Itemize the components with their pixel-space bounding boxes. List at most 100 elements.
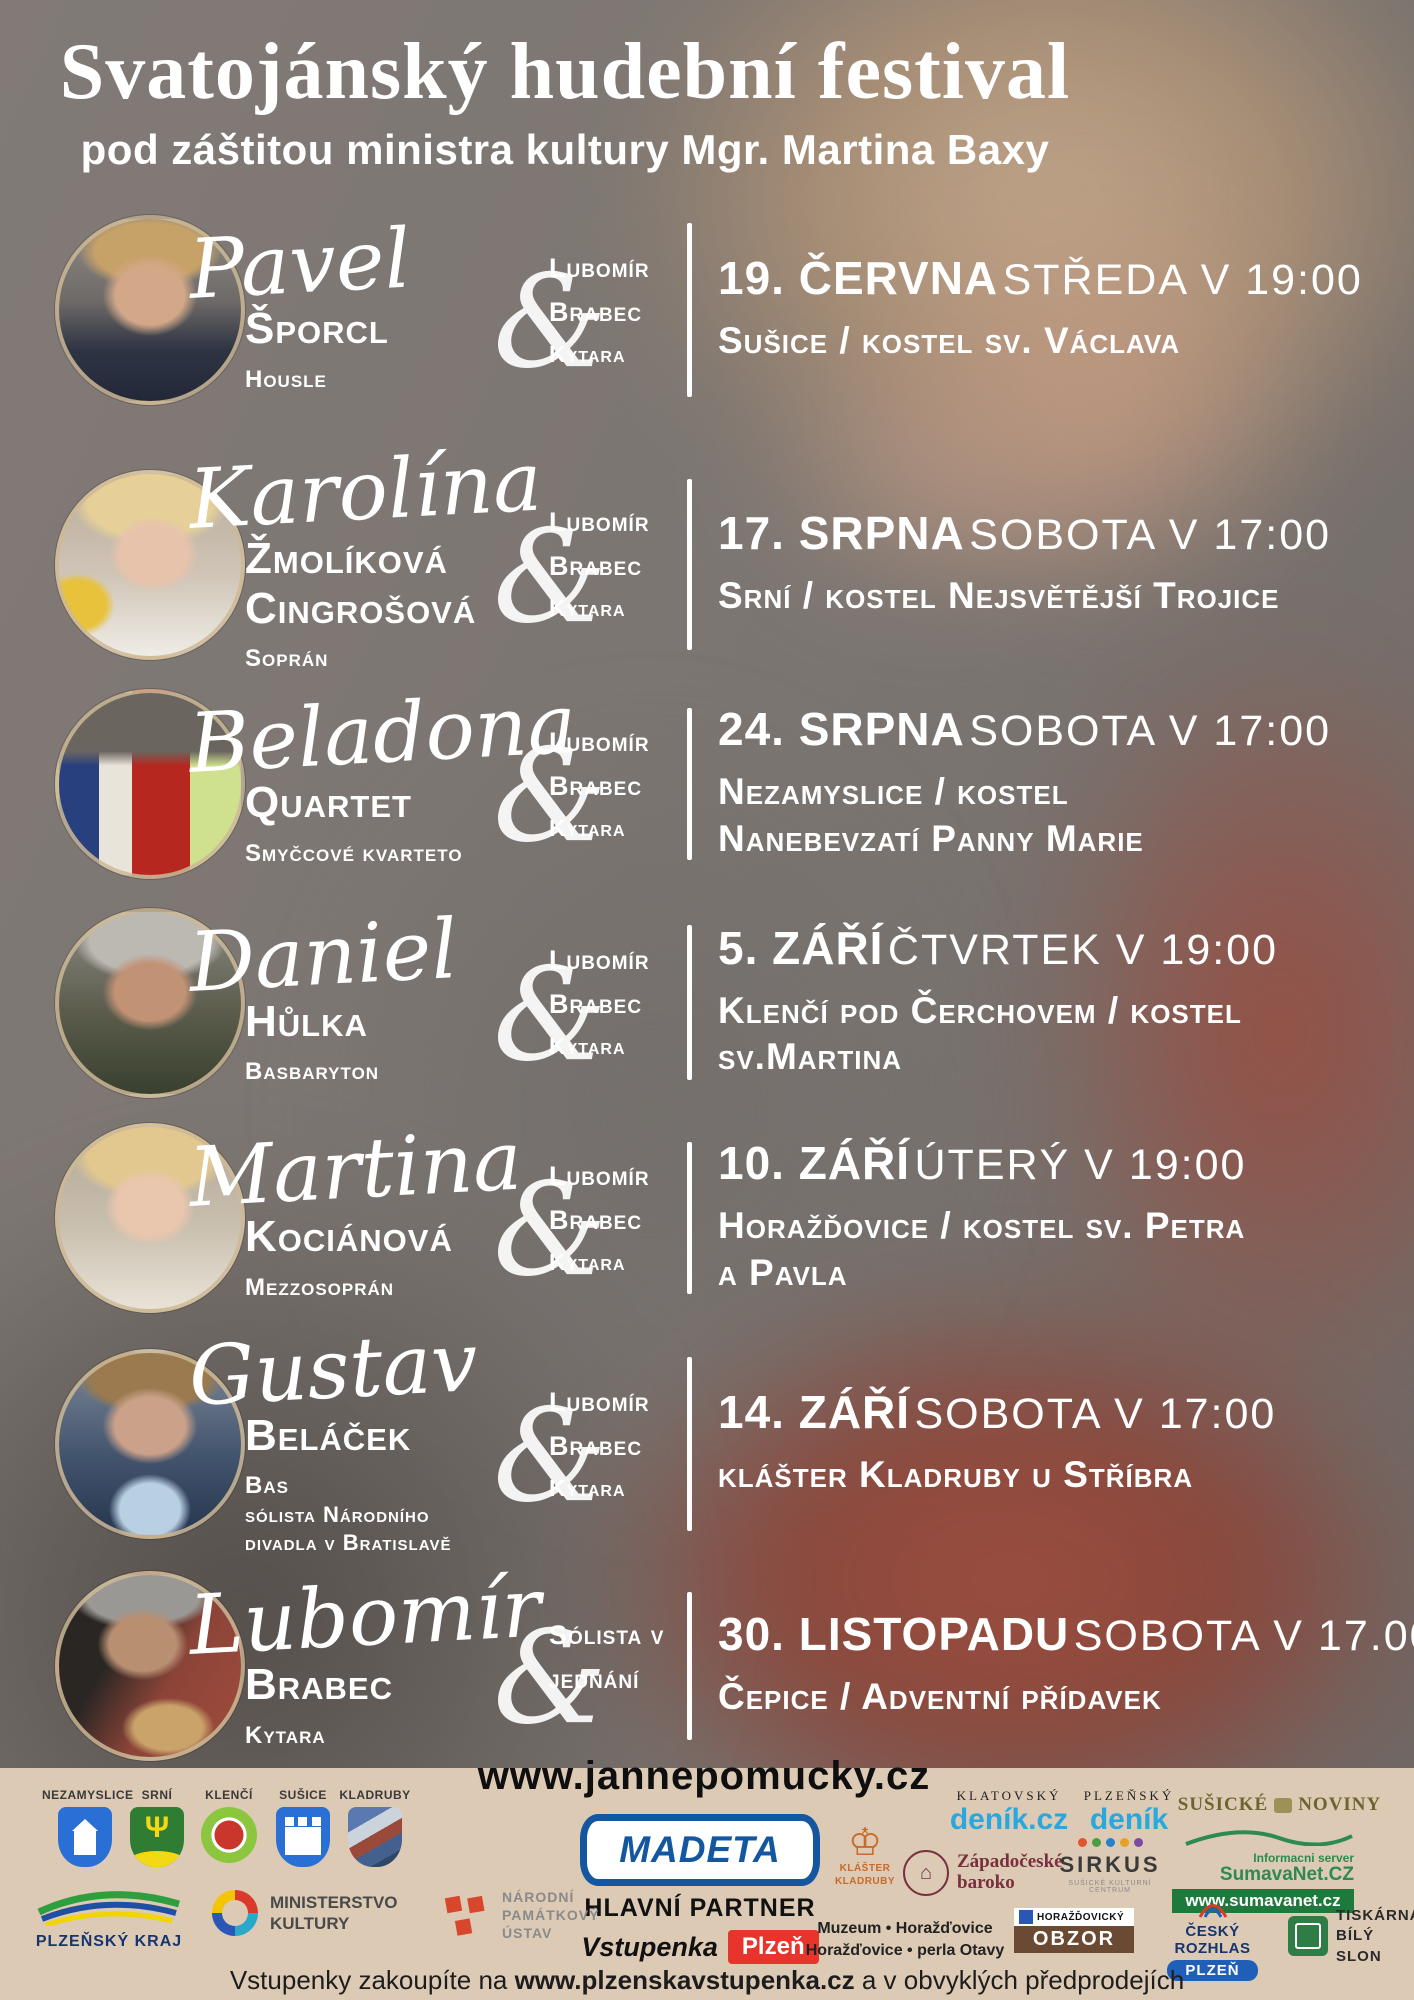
crown-icon <box>822 1824 908 1862</box>
performer-first-name: Lubomír <box>186 1560 544 1674</box>
ministerstvo-kultury-logo: MINISTERSTVO KULTURY <box>212 1890 398 1936</box>
baroque-church-icon <box>903 1850 949 1896</box>
muzeum-horazdovice-label: Muzeum • Horažďovice Horažďovice • perla… <box>800 1918 1010 1963</box>
plzensky-kraj-logo: PLZEŇSKÝ KRAJ <box>28 1886 190 1951</box>
rozhlas-name: ČESKÝ ROZHLAS <box>1174 1923 1251 1957</box>
divider <box>687 1357 692 1531</box>
accompanist-block: Lubomír Brabec Kytara <box>549 1162 687 1274</box>
performer-names: Gustav Beláček Bas sólista Národního div… <box>187 1314 493 1557</box>
accompanist-block: Lubomír Brabec Kytara <box>549 509 687 620</box>
soloist-note-line-1: Sólista v <box>549 1620 665 1650</box>
concert-date: 24. SRPNA SOBOTA V 17:00 <box>718 706 1414 753</box>
concert-venue: Srní / kostel Nejsvětější Trojice <box>718 574 1280 616</box>
accompanist-block: Lubomír Brabec Kytara <box>549 726 687 840</box>
nezamyslice-crest-icon <box>58 1807 112 1867</box>
tagline-post: a v obvyklých předprodejích <box>854 1965 1185 1995</box>
concert-info: 19. ČERVNA STŘEDA V 19:00 Sušice / koste… <box>692 255 1414 364</box>
accompanist-instrument: Kytara <box>549 340 626 367</box>
ampersand-glyph: & <box>493 502 607 652</box>
concert-venue-2: a Pavla <box>718 1251 848 1293</box>
zapadoceske-baroko-logo: Západočeské baroko <box>903 1850 1063 1896</box>
crest-klenci: KLENČÍ <box>186 1788 272 1863</box>
ministry-text: MINISTERSTVO KULTURY <box>270 1892 398 1935</box>
accompanist-surname: Brabec <box>549 1430 643 1461</box>
tiskarna-text: TISKÁRNA BÍLÝ SLON <box>1336 1906 1414 1967</box>
ampersand-glyph: & <box>493 248 607 397</box>
performer-first-name: Daniel <box>186 901 460 1011</box>
performer-first-name: Karolína <box>186 434 545 548</box>
festival-website-url[interactable]: www.jannepomucky.cz <box>477 1754 931 1798</box>
performer-surname: Žmolíková <box>245 534 448 584</box>
susice-crest-icon <box>276 1807 330 1867</box>
performer-photo <box>55 215 245 405</box>
klatovsky-denik-name: deník.cz <box>949 1803 1069 1836</box>
accompanist-surname: Brabec <box>549 551 643 581</box>
page-title: Svatojánský hudební festival <box>59 28 1071 116</box>
performer-names: Beladona Quartet Smyčcové kvarteto <box>187 677 579 869</box>
concert-date-time: SOBOTA V 17:00 <box>969 707 1332 756</box>
performer-role-detail-2: divadla v Bratislavě <box>245 1529 452 1555</box>
sponsor-footer: NEZAMYSLICE SRNÍ KLENČÍ SUŠICE KLADRUBY … <box>0 1754 1414 2000</box>
performer-photo <box>55 907 245 1098</box>
concert-date-day: 5. ZÁŘÍ <box>718 921 884 974</box>
performer-row-2: Karolína Žmolíková Cingrošová Soprán & L… <box>0 434 1414 677</box>
concert-date: 10. ZÁŘÍ ÚTERÝ V 19:00 <box>718 1140 1414 1187</box>
ministry-ring-icon <box>212 1890 258 1936</box>
concert-date-day: 14. ZÁŘÍ <box>718 1386 911 1439</box>
concert-info: 5. ZÁŘÍ ČTVRTEK V 19:00 Klenčí pod Čerch… <box>692 925 1414 1081</box>
soloist-note-line-2: jednání <box>549 1664 640 1694</box>
muzeum-line-2: Horažďovice • perla Otavy <box>805 1942 1005 1960</box>
accompanist-first-name: Lubomír <box>549 726 650 757</box>
plzensky-denik-region: PLZEŇSKÝ <box>1083 1788 1175 1803</box>
concert-venue-2: Nanebevzatí Panny Marie <box>718 817 1144 859</box>
tagline-url[interactable]: www.plzenskavstupenka.cz <box>514 1965 855 1995</box>
accompanist-surname: Brabec <box>549 989 643 1019</box>
performer-row-3: Beladona Quartet Smyčcové kvarteto & Lub… <box>0 677 1414 884</box>
crest-label: SUŠICE <box>279 1788 327 1802</box>
divider <box>687 1591 692 1741</box>
concert-venue: Čepice / Adventní přídavek <box>718 1676 1162 1718</box>
performer-row-7: Lubomír Brabec Kytara & Sólista v jednán… <box>0 1560 1414 1764</box>
main-partner-label: HLAVNÍ PARTNER <box>584 1894 816 1922</box>
klaster-text-2: KLADRUBY <box>834 1876 896 1887</box>
sirkus-logo: SIRKUS SUŠICKÉ KULTURNÍ CENTRUM <box>1058 1838 1162 1894</box>
performer-row-6: Gustav Beláček Bas sólista Národního div… <box>0 1314 1414 1558</box>
sumavanet-url[interactable]: www.sumavanet.cz <box>1172 1888 1354 1913</box>
concert-date-day: 24. SRPNA <box>718 703 965 756</box>
performer-role: Basbaryton <box>245 1058 380 1086</box>
baroko-line-1: Západočeské <box>957 1851 1063 1873</box>
klaster-text-1: KLÁŠTER <box>839 1863 891 1874</box>
divider <box>687 479 692 650</box>
performer-role: Kytara <box>245 1721 326 1749</box>
concert-date-time: SOBOTA V 17:00 <box>914 1390 1277 1439</box>
accompanist-surname: Brabec <box>549 770 643 801</box>
obzor-emblem-icon <box>1019 1910 1033 1924</box>
concert-date-time: SOBOTA V 17:00 <box>969 510 1332 559</box>
performer-role-detail: sólista Národního <box>245 1502 430 1528</box>
divider <box>687 708 692 860</box>
performer-photo <box>55 1123 245 1313</box>
accompanist-surname: Brabec <box>549 1204 643 1235</box>
ministry-line-1: MINISTERSTVO <box>270 1892 398 1912</box>
performer-role: Housle <box>245 365 327 393</box>
narodni-pamatkovy-ustav-logo: NÁRODNÍ PAMÁTKOVÝ ÚSTAV <box>442 1888 599 1943</box>
concert-date-day: 19. ČERVNA <box>718 252 999 305</box>
performer-surname: Brabec <box>245 1660 394 1710</box>
susicke-noviny-word-2: NOVINY <box>1298 1794 1382 1815</box>
accompanist-first-name: Lubomír <box>549 945 650 975</box>
crest-nezamyslice: NEZAMYSLICE <box>42 1788 134 1867</box>
concert-info: 10. ZÁŘÍ ÚTERÝ V 19:00 Horažďovice / kos… <box>692 1140 1414 1296</box>
madeta-logo: MADETA <box>565 1814 835 1886</box>
concert-venue-2: sv.Martina <box>718 1036 902 1077</box>
performer-photo <box>55 689 245 879</box>
concert-date: 14. ZÁŘÍ SOBOTA V 17:00 <box>718 1389 1414 1436</box>
concert-date: 17. SRPNA SOBOTA V 17:00 <box>718 510 1414 557</box>
concert-date-time: STŘEDA V 19:00 <box>1002 256 1363 305</box>
crest-srni: SRNÍ <box>114 1788 200 1867</box>
accompanist-block: Lubomír Brabec Kytara <box>549 1388 687 1500</box>
performer-photo <box>55 1349 245 1539</box>
sumavanet-tagline: Informacni server <box>1253 1851 1354 1865</box>
crest-label: NEZAMYSLICE <box>42 1788 134 1802</box>
tagline-pre: Vstupenky zakoupíte na <box>229 1965 515 1995</box>
concert-date-time: ÚTERÝ V 19:00 <box>914 1141 1247 1190</box>
